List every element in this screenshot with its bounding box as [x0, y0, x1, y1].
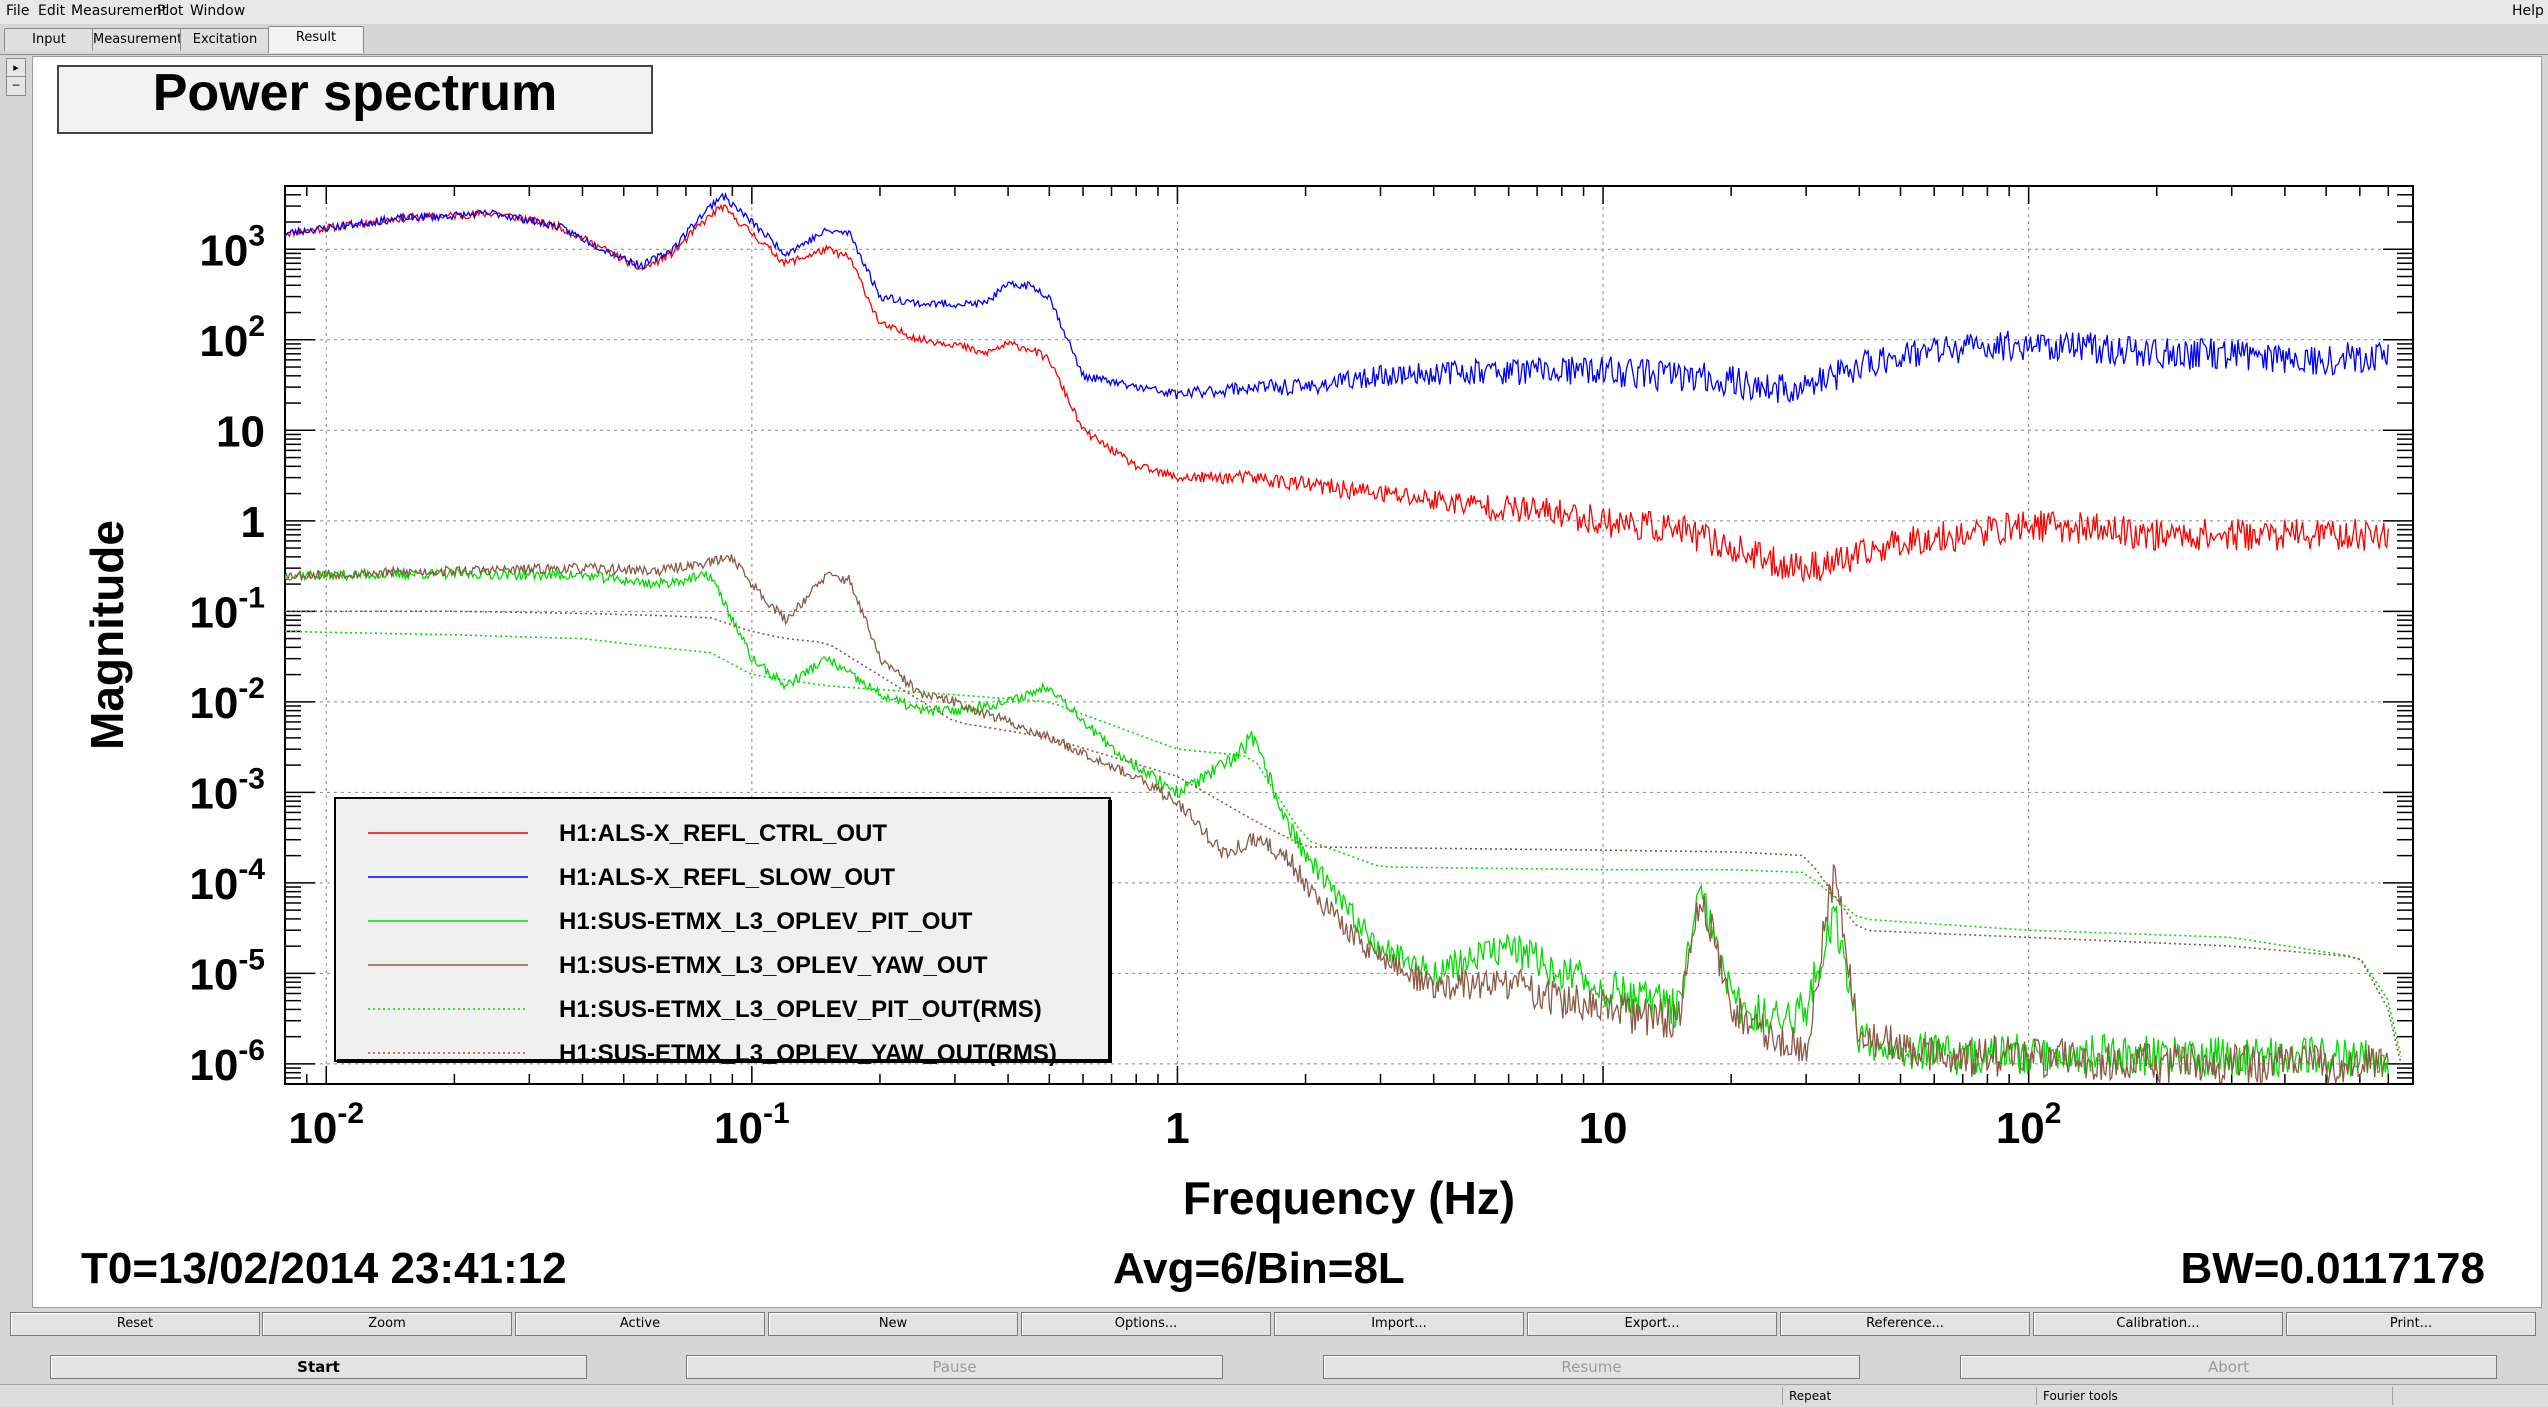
collapse-icon[interactable]: ─ [6, 76, 26, 96]
tab-bar: Input Measurement Excitation Result [0, 24, 2548, 55]
y-tick-label-8: 10-5 [189, 943, 265, 999]
plot-panel: Power spectrum 10-2 10-1 1 10 102 103 102 10 1 1… [32, 56, 2542, 1308]
reference-button[interactable]: Reference... [1780, 1312, 2030, 1336]
grid [285, 186, 2413, 1084]
tab-result[interactable]: Result [268, 26, 364, 53]
expand-right-icon[interactable]: ▸ [6, 58, 26, 78]
y-tick-label-6: 10-3 [189, 762, 265, 818]
series-line-1 [285, 191, 2389, 403]
y-tick-label-5: 10-2 [189, 672, 265, 728]
x-axis-label: Frequency (Hz) [1183, 1172, 1515, 1224]
legend-label-4: H1:SUS-ETMX_L3_OPLEV_PIT_OUT(RMS) [559, 996, 1042, 1023]
menu-measurement[interactable]: Measurement [71, 3, 168, 19]
series-line-3 [285, 554, 2389, 1084]
title-box [57, 65, 653, 134]
y-tick-label-7: 10-4 [189, 853, 265, 909]
menu-help[interactable]: Help [2512, 3, 2544, 19]
start-button[interactable]: Start [50, 1355, 587, 1379]
tab-excitation[interactable]: Excitation [180, 28, 270, 51]
legend-label-0: H1:ALS-X_REFL_CTRL_OUT [559, 820, 887, 847]
legend-label-1: H1:ALS-X_REFL_SLOW_OUT [559, 864, 895, 891]
run-controls: Start Pause Resume Abort [0, 1352, 2548, 1382]
legend-box [334, 797, 1111, 1062]
calibration-button[interactable]: Calibration... [2033, 1312, 2283, 1336]
x-tick-label-2: 1 [1165, 1104, 1189, 1153]
minor-ticks [284, 185, 2414, 1085]
x-tick-label-0: 10-2 [288, 1097, 364, 1153]
status-repeat: Repeat [1782, 1387, 2039, 1405]
print-button[interactable]: Print... [2286, 1312, 2536, 1336]
legend: H1:ALS-X_REFL_CTRL_OUT H1:ALS-X_REFL_SLOW… [334, 797, 1112, 1067]
pause-button[interactable]: Pause [686, 1355, 1223, 1379]
reset-button[interactable]: Reset [10, 1312, 260, 1336]
y-tick-label-4: 10-1 [189, 581, 265, 637]
x-tick-label-1: 10-1 [714, 1097, 790, 1153]
abort-button[interactable]: Abort [1960, 1355, 2497, 1379]
x-tick-labels: 10-2 10-1 1 10 102 [288, 1097, 2061, 1153]
resume-button[interactable]: Resume [1323, 1355, 1860, 1379]
options-button[interactable]: Options... [1021, 1312, 1271, 1336]
status-empty [2392, 1387, 2548, 1405]
series-layer [285, 191, 2402, 1084]
status-bar: Repeat Fourier tools [0, 1384, 2548, 1407]
bandwidth-readout: BW=0.0117178 [2180, 1244, 2485, 1293]
y-tick-label-9: 10-6 [189, 1034, 265, 1090]
menu-edit[interactable]: Edit [38, 3, 66, 19]
avg-bin-readout: Avg=6/Bin=8L [1113, 1244, 1405, 1293]
series-line-2 [285, 567, 2389, 1078]
t0-readout: T0=13/02/2014 23:41:12 [81, 1244, 567, 1293]
tab-measurement[interactable]: Measurement [92, 28, 182, 51]
import-button[interactable]: Import... [1274, 1312, 1524, 1336]
plot-toolbar: Reset Zoom Active New Options... Import.… [0, 1310, 2548, 1340]
active-button[interactable]: Active [515, 1312, 765, 1336]
tab-input[interactable]: Input [4, 28, 94, 51]
y-tick-label-1: 102 [199, 310, 265, 366]
power-spectrum-chart: Power spectrum 10-2 10-1 1 10 102 1031021011… [57, 64, 2485, 1293]
legend-label-5: H1:SUS-ETMX_L3_OPLEV_YAW_OUT(RMS) [559, 1040, 1057, 1067]
y-tick-label-2: 10 [216, 407, 265, 456]
menu-window[interactable]: Window [190, 3, 246, 19]
menu-plot[interactable]: Plot [157, 3, 184, 19]
zoom-button[interactable]: Zoom [262, 1312, 512, 1336]
y-axis-label: Magnitude [81, 520, 133, 750]
status-fourier-tools: Fourier tools [2036, 1387, 2393, 1405]
menu-bar: File Edit Measurement Plot Window Help [0, 0, 2548, 25]
x-tick-label-3: 10 [1579, 1104, 1628, 1153]
y-tick-label-3: 1 [241, 498, 265, 547]
y-tick-label-0: 103 [199, 219, 265, 275]
legend-label-3: H1:SUS-ETMX_L3_OPLEV_YAW_OUT [559, 952, 988, 979]
menu-file[interactable]: File [6, 3, 30, 19]
new-button[interactable]: New [768, 1312, 1018, 1336]
chart-title: Power spectrum [153, 64, 558, 122]
x-tick-label-4: 102 [1996, 1097, 2062, 1153]
legend-label-2: H1:SUS-ETMX_L3_OPLEV_PIT_OUT [559, 908, 973, 935]
export-button[interactable]: Export... [1527, 1312, 1777, 1336]
